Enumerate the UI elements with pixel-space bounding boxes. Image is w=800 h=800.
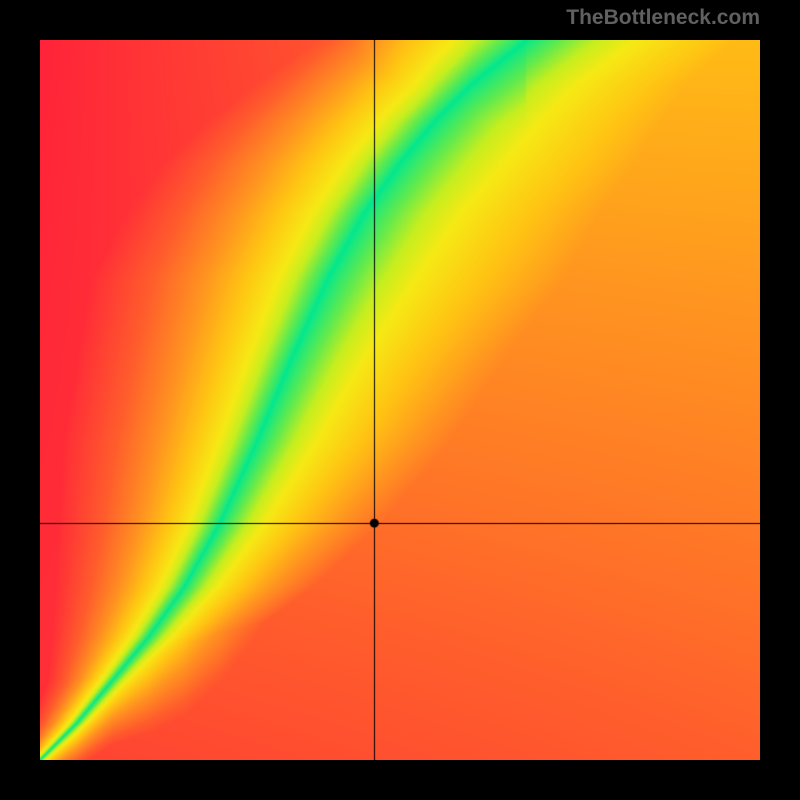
- attribution-text: TheBottleneck.com: [566, 6, 760, 30]
- heatmap-canvas: [40, 40, 760, 760]
- chart-container: TheBottleneck.com: [0, 0, 800, 800]
